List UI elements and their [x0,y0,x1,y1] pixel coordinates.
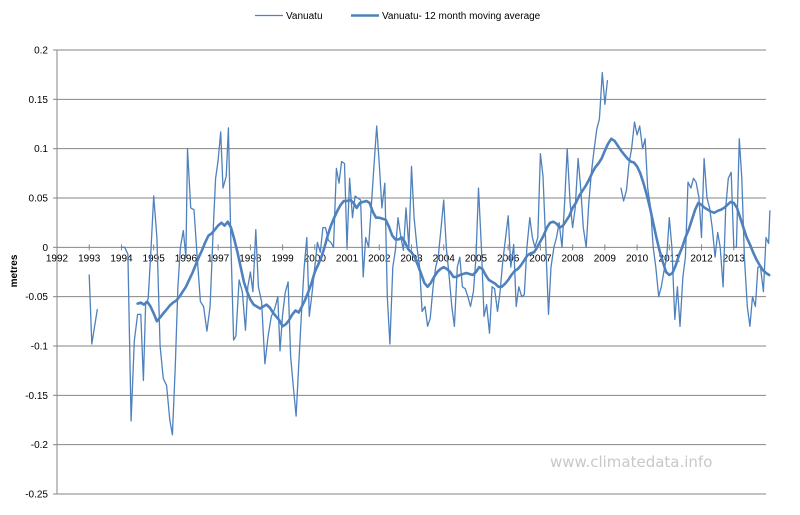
x-tick-label: 2004 [433,253,456,264]
series-line-vanuatu [120,72,609,436]
y-tick-label: 0.1 [34,144,48,155]
legend-label-moving-average: Vanuatu- 12 month moving average [382,11,541,22]
x-tick-label: 2009 [594,253,617,264]
x-tick-label: 2007 [529,253,552,264]
x-tick-label: 1998 [239,253,262,264]
series-lines [88,72,771,436]
series-line-vanuatu [88,274,98,345]
x-tick-label: 2011 [659,253,681,264]
x-tick-label: 1997 [207,253,230,264]
y-tick-label: -0.15 [25,391,48,402]
y-tick-label: -0.05 [25,292,48,303]
y-tick-label: 0.2 [34,46,48,57]
y-axis-ticks: 0.2 0.15 0.1 0.05 0 -0.05 -0.1 -0.15 -0.2 -0.25 [25,46,57,501]
x-tick-label: 1999 [271,253,294,264]
gridlines [57,49,766,495]
y-axis-label: metres [9,254,20,287]
x-tick-label: 2013 [723,253,746,264]
series-line-moving-average [136,137,771,328]
x-tick-label: 2008 [562,253,585,264]
x-tick-label: 2003 [400,253,423,264]
y-tick-label: 0.15 [29,95,49,106]
legend: Vanuatu Vanuatu- 12 month moving average [255,11,541,22]
x-tick-label: 2002 [368,253,391,264]
series-line-vanuatu [620,121,771,327]
watermark: www.climatedata.info [550,453,712,471]
y-tick-label: 0 [42,243,48,254]
x-tick-label: 2001 [336,253,359,264]
y-tick-label: -0.2 [31,440,49,451]
y-tick-label: 0.05 [29,194,49,205]
x-tick-label: 1994 [110,253,133,264]
legend-label-vanuatu: Vanuatu [286,11,323,22]
y-tick-label: -0.25 [25,490,48,501]
x-tick-label: 1993 [78,253,101,264]
x-tick-label: 1995 [143,253,166,264]
x-tick-label: 2012 [690,253,713,264]
x-tick-label: 2010 [626,253,649,264]
x-tick-label: 2006 [497,253,520,264]
x-tick-label: 1996 [175,253,198,264]
y-tick-label: -0.1 [31,342,49,353]
